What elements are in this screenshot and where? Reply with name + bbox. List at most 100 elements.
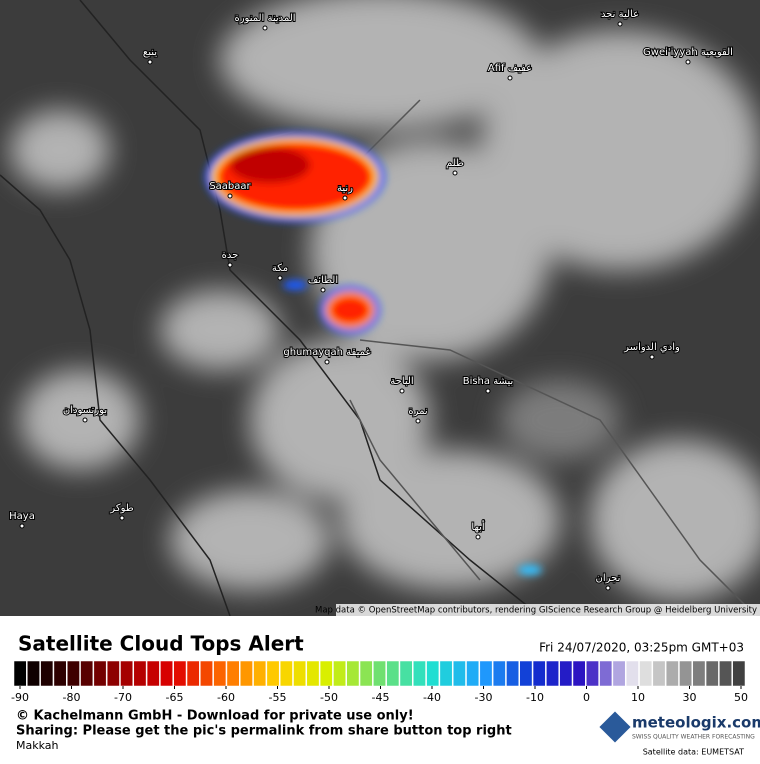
place-label: الباحة: [390, 376, 413, 387]
place-label: Saabaar: [209, 181, 251, 192]
place-dot: [452, 170, 458, 176]
place-label: جدة: [222, 250, 239, 261]
colorbar-cell: [186, 660, 200, 687]
colorbar-cell: [639, 660, 653, 687]
copyright: © Kachelmann GmbH - Download for private…: [16, 709, 414, 724]
colorbar-tick-label: -60: [217, 691, 235, 704]
colorbar-cell: [705, 660, 719, 687]
colorbar-cell: [213, 660, 227, 687]
colorbar-tick-label: -90: [11, 691, 29, 704]
source: Satellite data: EUMETSAT: [643, 748, 744, 757]
place-label: وادي الدواسر: [623, 342, 680, 353]
colorbar-cell: [692, 660, 706, 687]
colorbar-cell: [333, 660, 346, 687]
place-dot: [19, 523, 25, 529]
place-label: الطائف: [308, 275, 338, 286]
place-label: ينبع: [143, 47, 157, 58]
colorbar-tick-label: 0: [583, 691, 590, 704]
tagline: SWISS QUALITY WEATHER FORECASTING: [632, 734, 755, 741]
colorbar-cell: [559, 660, 573, 687]
colorbar-cell: [53, 660, 67, 687]
colorbar-cell: [386, 660, 400, 687]
place-dot: [399, 388, 405, 394]
colorbar-cell: [80, 660, 94, 687]
place-dot: [342, 195, 348, 201]
place-label: نمرة: [408, 406, 427, 417]
colorbar-tick-label: -55: [269, 691, 287, 704]
colorbar-cell: [413, 660, 426, 687]
sharing: Sharing: Please get the pic's permalink …: [16, 724, 512, 739]
place-label: نجران: [596, 573, 621, 584]
place-dot: [277, 275, 283, 281]
colorbar-cell: [572, 660, 586, 687]
colorbar-cell: [625, 660, 639, 687]
colorbar-cell: [479, 660, 493, 687]
colorbar-cell: [306, 660, 320, 687]
place-dot: [605, 585, 611, 591]
colorbar-cell: [106, 660, 120, 687]
colorbar-cell: [492, 660, 506, 687]
colorbar-cell: [226, 660, 240, 687]
colorbar-cell: [359, 660, 373, 687]
colorbar-tick-label: -65: [166, 691, 184, 704]
brand: meteologix.com: [632, 714, 760, 732]
place-label: المدينة المنورة: [234, 13, 295, 24]
place-dot: [475, 534, 481, 540]
place-label: مكة: [272, 263, 288, 274]
place-dot: [324, 359, 330, 365]
attribution: Map data © OpenStreetMap contributors, r…: [315, 606, 757, 616]
colorbar-cell: [679, 660, 693, 687]
place-dot: [320, 287, 326, 293]
colorbar-cell: [66, 660, 80, 687]
colorbar-tick-label: -10: [526, 691, 544, 704]
place-dot: [227, 262, 233, 268]
colorbar-cell: [266, 660, 280, 687]
place-dot: [617, 21, 623, 27]
place-label: Afif عفيف: [488, 63, 532, 74]
place-label: Gwei'iyyah القويعية: [643, 47, 733, 58]
date: Fri 24/07/2020, 03:25pm GMT+03: [539, 641, 744, 655]
colorbar-tick-label: -45: [372, 691, 390, 704]
place-dot: [119, 515, 125, 521]
colorbar-cell: [133, 660, 147, 687]
colorbar-cell: [652, 660, 666, 687]
colorbar-cell: [466, 660, 480, 687]
colorbar-cell: [293, 660, 307, 687]
place-label: ظلم: [446, 158, 464, 169]
place-dot: [262, 25, 268, 31]
map: Map data © OpenStreetMap contributors, r…: [0, 0, 760, 616]
place-label: عالية نجد: [601, 9, 639, 20]
colorbar-cell: [519, 660, 533, 687]
place-dot: [485, 388, 491, 394]
colorbar-cell: [599, 660, 613, 687]
colorbar-cell: [373, 660, 386, 687]
colorbar-cell: [452, 660, 466, 687]
colorbar-cell: [612, 660, 626, 687]
colorbar-cell: [546, 660, 559, 687]
place-dot: [227, 193, 233, 199]
place-dot: [147, 59, 153, 65]
place-label: أبها: [471, 520, 484, 533]
colorbar-cell: [399, 660, 413, 687]
colorbar-cell: [532, 660, 546, 687]
place-dot: [507, 75, 513, 81]
colorbar-cell: [27, 660, 40, 687]
colorbar-cell: [319, 660, 333, 687]
colorbar-tick-label: 10: [631, 691, 645, 704]
place-label: ghumayqah غميقة: [283, 347, 370, 358]
colorbar-cell: [426, 660, 440, 687]
place-dot: [649, 354, 655, 360]
colorbar-tick-label: -30: [475, 691, 493, 704]
place-label: رنية: [337, 183, 353, 194]
colorbar-cell: [120, 660, 134, 687]
colorbar-tick-label: -50: [320, 691, 338, 704]
colorbar-cell: [93, 660, 107, 687]
title: Satellite Cloud Tops Alert: [18, 632, 304, 656]
colorbar-cell: [146, 660, 160, 687]
colorbar-cell: [200, 660, 213, 687]
colorbar-tick-label: 30: [683, 691, 697, 704]
place-dot: [415, 418, 421, 424]
colorbar-cell: [13, 660, 27, 687]
colorbar-tick-label: -70: [114, 691, 132, 704]
